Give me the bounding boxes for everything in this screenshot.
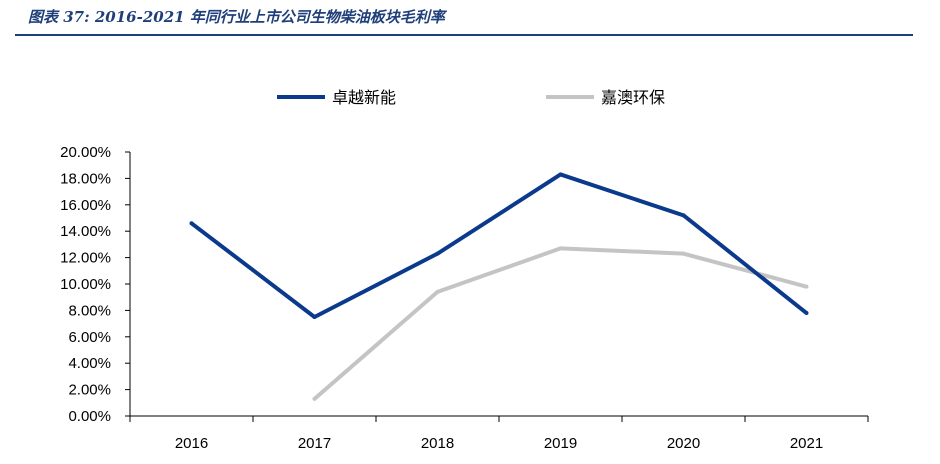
- series-1-point: [804, 311, 809, 316]
- y-tick-label: 0.00%: [68, 408, 111, 425]
- series-2-point: [558, 246, 563, 251]
- series-1-point: [189, 221, 194, 226]
- y-tick-label: 16.00%: [60, 197, 111, 214]
- title-divider: [15, 34, 913, 36]
- legend-label-1: 卓越新能: [332, 88, 396, 107]
- series-2-point: [681, 251, 686, 256]
- series-line-1: [190, 172, 808, 319]
- y-tick-label: 2.00%: [68, 382, 111, 399]
- x-tick-label: 2016: [175, 435, 208, 452]
- series-2-point: [312, 396, 317, 401]
- x-tick-label: 2020: [667, 435, 700, 452]
- x-tick-label: 2021: [790, 435, 823, 452]
- series-2-point: [435, 289, 440, 294]
- y-tick-label: 4.00%: [68, 355, 111, 372]
- series-1-point: [681, 213, 686, 218]
- y-tick-label: 14.00%: [60, 223, 111, 240]
- x-tick-label: 2018: [421, 435, 454, 452]
- series-1-point: [558, 172, 563, 177]
- y-tick-label: 18.00%: [60, 170, 111, 187]
- y-tick-label: 8.00%: [68, 302, 111, 319]
- series-2-point: [804, 284, 809, 289]
- series-1-point: [312, 315, 317, 319]
- legend-label-2: 嘉澳环保: [601, 88, 665, 107]
- x-tick-label: 2017: [298, 435, 331, 452]
- x-tick-label: 2019: [544, 435, 577, 452]
- y-tick-label: 12.00%: [60, 250, 111, 267]
- y-tick-label: 20.00%: [60, 144, 111, 161]
- figure-title: 图表 37: 2016-2021 年同行业上市公司生物柴油板块毛利率: [28, 8, 445, 26]
- y-tick-label: 6.00%: [68, 329, 111, 346]
- y-tick-label: 10.00%: [60, 276, 111, 293]
- series-line-2: [313, 246, 808, 401]
- series-1-point: [435, 251, 440, 256]
